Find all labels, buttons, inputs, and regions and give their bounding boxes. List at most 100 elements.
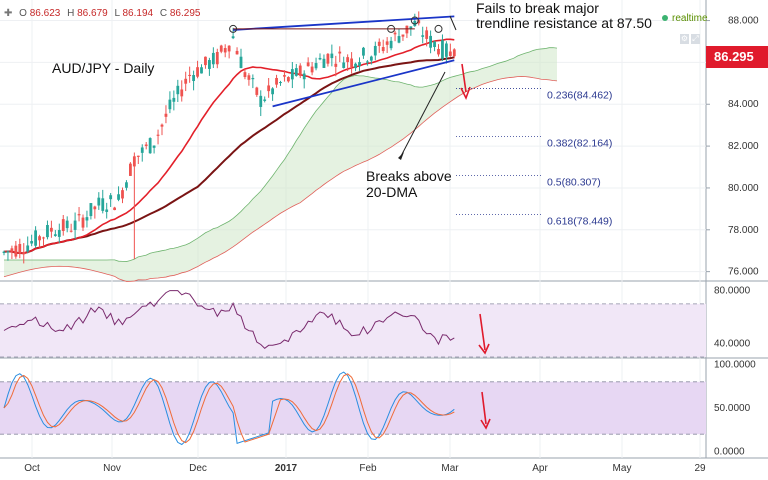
candle-body: [61, 219, 65, 231]
candle-body: [346, 57, 350, 63]
time-tick-label: May: [613, 463, 632, 474]
pivot-marker: [387, 24, 396, 33]
candle-body: [73, 220, 77, 230]
candle-body: [172, 97, 176, 102]
status-dot-icon: [662, 15, 668, 21]
candle-body: [287, 77, 290, 82]
ohlc-low-key: L: [114, 8, 120, 19]
candle-body: [275, 77, 278, 85]
dma-annotation-line2: 20-DMA: [366, 184, 418, 200]
chart-title: AUD/JPY - Daily: [52, 60, 155, 76]
trendlines: [229, 15, 471, 160]
candle-body: [334, 63, 338, 67]
candle-body: [53, 234, 57, 236]
stoch-tick-label: 50.0000: [714, 403, 751, 414]
candle-body: [302, 73, 306, 80]
candle-body: [85, 217, 89, 221]
candle-body: [69, 230, 73, 232]
dma-annotation: Breaks above 20-DMA: [366, 168, 452, 200]
settings-icon[interactable]: ⚙: [680, 34, 689, 44]
fib-level-label: 0.236(84.462): [547, 90, 612, 102]
price-tick-label: 78.000: [728, 225, 759, 236]
rsi-tick-label: 40.0000: [714, 339, 751, 350]
candle-body: [437, 48, 440, 55]
candle-body: [235, 50, 239, 55]
candle-body: [50, 227, 53, 232]
candle-body: [160, 124, 164, 127]
candle-body: [393, 32, 397, 35]
stoch-k-line: [3, 371, 455, 446]
pivot-marker: [434, 24, 443, 33]
pivot-marker: [229, 24, 238, 33]
trendline-support: [272, 59, 455, 108]
candle-body: [208, 60, 211, 69]
candle-body: [176, 85, 180, 95]
candle-body: [57, 230, 61, 237]
candle-body: [144, 144, 148, 146]
candle-body: [322, 58, 326, 68]
stoch-tick-label: 100.0000: [714, 359, 756, 370]
candle-body: [377, 41, 381, 46]
candle-body: [445, 43, 448, 57]
candle-body: [192, 75, 195, 82]
ohlc-open-value: 86.623: [29, 8, 61, 19]
candle-body: [358, 62, 361, 66]
candle-body: [318, 57, 322, 60]
candle-body: [350, 58, 353, 68]
candle-body: [362, 47, 365, 56]
crosshair-icon[interactable]: ✚: [4, 8, 13, 19]
last-price-tag: 86.295: [706, 46, 768, 68]
candle-body: [223, 48, 227, 53]
candle-body: [330, 53, 334, 59]
candle-body: [34, 230, 37, 246]
candle-body: [38, 236, 41, 241]
realtime-label: realtime: [672, 13, 708, 24]
candle-body: [26, 245, 30, 252]
candle-body: [417, 20, 421, 24]
candle-body: [6, 251, 10, 253]
annotation-pointer: [449, 15, 457, 31]
red-down-arrowhead: [478, 343, 490, 355]
expand-icon[interactable]: ⤢: [691, 34, 700, 44]
candle-body: [125, 182, 128, 188]
candle-body: [136, 155, 140, 157]
ohlc-close-key: C: [159, 8, 168, 19]
moving-averages: [3, 38, 455, 255]
candle-body: [243, 72, 247, 78]
candle-body: [121, 190, 124, 199]
candle-body: [188, 74, 192, 77]
candle-body: [310, 66, 314, 73]
resistance-annotation: Fails to break major trendline resistanc…: [476, 1, 652, 31]
candle-body: [81, 217, 85, 228]
candle-body: [306, 62, 310, 67]
ohlc-close-value: 86.295: [169, 8, 201, 19]
stoch-d-line: [3, 373, 455, 444]
candle-body: [389, 40, 393, 49]
candle-body: [279, 82, 282, 84]
price-tick-label: 82.000: [728, 141, 759, 152]
resistance-annotation-line1: Fails to break major: [476, 0, 599, 16]
candle-body: [30, 241, 34, 244]
candle-body: [342, 62, 346, 68]
fib-level-label: 0.5(80.307): [547, 177, 601, 189]
candle-body: [140, 147, 144, 153]
time-tick-label: Apr: [532, 463, 548, 474]
axes: 88.00086.00084.00082.00080.00078.00076.0…: [24, 16, 759, 474]
time-tick-label: Mar: [441, 463, 459, 474]
candle-body: [294, 68, 298, 76]
candle-body: [204, 56, 207, 66]
time-tick-label: Nov: [103, 463, 121, 474]
candle-body: [267, 85, 271, 92]
red-down-arrow: [481, 391, 487, 425]
candle-body: [448, 51, 452, 56]
fib-level-label: 0.382(82.164): [547, 138, 612, 150]
candle-body: [290, 69, 294, 80]
price-candles: [2, 11, 456, 264]
candle-body: [14, 245, 18, 257]
time-tick-label: 29: [694, 463, 706, 474]
candle-body: [180, 89, 184, 97]
candle-body: [452, 49, 456, 57]
ohlc-open-key: O: [19, 8, 27, 19]
candle-body: [97, 197, 101, 206]
candle-body: [283, 75, 286, 77]
